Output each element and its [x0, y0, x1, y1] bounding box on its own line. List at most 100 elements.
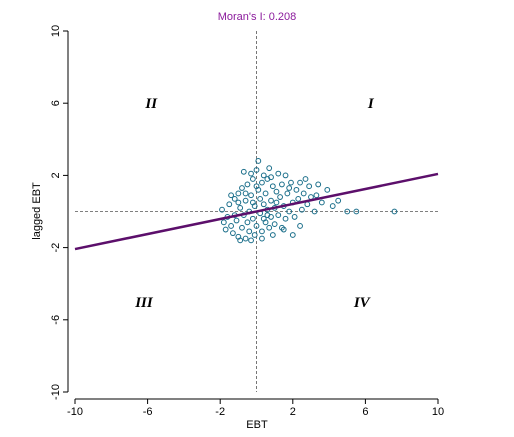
data-point	[259, 235, 265, 242]
data-point	[259, 228, 265, 235]
data-point	[242, 235, 249, 242]
data-point	[231, 195, 238, 202]
data-point	[244, 219, 251, 226]
data-point	[313, 192, 320, 199]
data-point	[353, 208, 360, 215]
data-point	[284, 190, 291, 197]
data-point	[288, 179, 294, 186]
data-point	[260, 201, 267, 208]
x-tick-label: 6	[362, 406, 368, 418]
data-point	[233, 217, 240, 224]
data-point	[246, 228, 253, 235]
data-point	[251, 232, 258, 238]
data-point	[269, 183, 276, 190]
data-point	[280, 226, 287, 233]
data-point	[260, 172, 267, 179]
data-point	[228, 192, 234, 199]
data-point	[268, 197, 274, 204]
data-point	[300, 190, 307, 197]
data-point	[248, 237, 254, 244]
data-point	[279, 224, 285, 231]
y-tick-label: -2	[50, 243, 62, 253]
x-tick-label: 10	[432, 406, 444, 418]
data-point	[222, 226, 229, 233]
data-point	[228, 223, 234, 229]
data-point	[291, 214, 298, 220]
regression-line-group	[74, 172, 439, 251]
x-tick-label: -10	[67, 406, 83, 418]
data-point	[237, 237, 244, 244]
data-point	[318, 199, 325, 206]
data-point	[235, 199, 242, 206]
data-point	[255, 158, 262, 164]
data-point	[219, 206, 225, 213]
data-point	[282, 215, 289, 222]
data-point	[273, 199, 280, 206]
data-point	[248, 170, 254, 177]
data-point	[295, 195, 302, 202]
data-point	[248, 192, 254, 199]
data-point	[297, 223, 303, 229]
chart-title: Moran's I: 0.208	[218, 11, 297, 23]
data-point	[237, 204, 244, 211]
data-point	[226, 201, 233, 208]
y-tick-label: 2	[50, 172, 62, 178]
data-point	[249, 215, 256, 222]
data-point	[277, 194, 283, 200]
data-point	[302, 176, 309, 182]
data-point	[275, 212, 282, 219]
data-point	[239, 185, 245, 191]
quadrant-label: II	[144, 96, 158, 112]
data-point	[239, 224, 245, 231]
data-point	[391, 208, 398, 215]
regression-line	[74, 172, 439, 251]
y-tick-label: 6	[50, 100, 62, 106]
data-point	[286, 185, 293, 191]
data-point	[253, 223, 260, 229]
data-point	[244, 181, 251, 188]
y-tick-label: -10	[50, 384, 62, 400]
data-point	[286, 208, 293, 215]
data-point	[257, 195, 264, 202]
data-point	[240, 168, 247, 175]
data-point	[298, 206, 305, 213]
y-tick-label: 10	[50, 25, 62, 37]
data-point	[306, 183, 313, 190]
data-point	[230, 230, 236, 237]
data-point	[260, 215, 267, 222]
x-axis-label: EBT	[246, 419, 268, 431]
data-point	[282, 172, 289, 179]
data-point	[279, 181, 285, 188]
data-point	[271, 221, 278, 228]
y-axis-label: lagged EBT	[31, 182, 43, 240]
data-point	[249, 199, 256, 206]
data-point	[253, 167, 260, 173]
quadrant-label: IV	[353, 295, 372, 311]
data-point	[242, 190, 249, 197]
quadrant-label: I	[367, 96, 375, 112]
data-point	[329, 203, 336, 209]
data-point	[289, 232, 296, 238]
data-point	[273, 188, 280, 195]
data-point	[242, 197, 249, 204]
data-point	[324, 186, 331, 193]
data-point	[235, 190, 242, 197]
data-point	[266, 165, 273, 172]
data-point	[268, 174, 274, 181]
x-tick-label: -2	[215, 406, 225, 418]
data-point	[344, 208, 351, 215]
x-tick-label: -6	[143, 406, 153, 418]
axes: -10 -6 -2 2 6 10 -10 -6 -2 2 6 10	[50, 25, 444, 418]
data-point	[220, 219, 227, 226]
y-tick-label: -6	[50, 315, 62, 325]
data-point	[266, 224, 273, 231]
data-point	[275, 170, 282, 177]
data-point	[293, 186, 300, 193]
quadrant-label: III	[134, 295, 154, 311]
data-point	[259, 179, 265, 186]
data-point	[269, 232, 276, 238]
data-point	[297, 179, 303, 186]
data-point	[264, 212, 271, 219]
